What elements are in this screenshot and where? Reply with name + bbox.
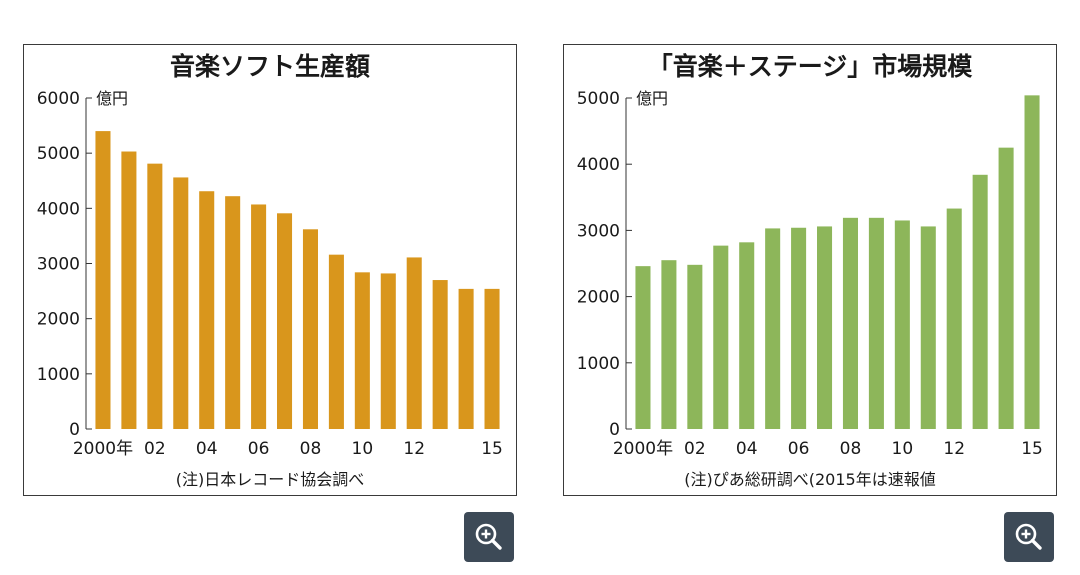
y-tick-label: 2000	[577, 288, 620, 308]
bar	[225, 196, 241, 429]
music-software-production-chart: 音楽ソフト生産額 億円 (注)日本レコード協会調べ 0 1000 2000 3000 4…	[37, 52, 503, 489]
x-tick-label: 06	[248, 439, 270, 459]
bar	[713, 245, 729, 429]
x-tick-label: 06	[788, 439, 810, 459]
bar	[1024, 95, 1040, 430]
bar	[406, 257, 422, 429]
y-tick-label: 2000	[37, 310, 80, 330]
x-tick-label: 12	[943, 439, 965, 459]
right-chart-panel: 「音楽＋ステージ」市場規模 億円 (注)ぴあ総研調べ(2015年は速報値 0 10…	[563, 44, 1057, 496]
bar	[739, 242, 755, 429]
music-stage-market-chart: 「音楽＋ステージ」市場規模 億円 (注)ぴあ総研調べ(2015年は速報値 0 10…	[577, 52, 1043, 489]
chart-title: 「音楽＋ステージ」市場規模	[648, 52, 974, 81]
bar	[302, 229, 318, 429]
bar	[998, 147, 1014, 429]
y-tick-label: 3000	[577, 221, 620, 241]
x-tick-label: 08	[840, 439, 862, 459]
zoom-in-button[interactable]	[1004, 512, 1054, 562]
zoom-in-button[interactable]	[464, 512, 514, 562]
bar	[277, 213, 293, 429]
y-tick-label: 0	[69, 420, 80, 440]
bar	[328, 254, 344, 429]
bar	[484, 288, 500, 429]
chart-title: 音楽ソフト生産額	[170, 52, 370, 81]
x-tick-label: 10	[352, 439, 374, 459]
bar	[842, 217, 858, 429]
x-tick-label: 04	[736, 439, 758, 459]
y-tick-label: 0	[609, 420, 620, 440]
zoom-in-icon	[1015, 523, 1042, 550]
unit-label: 億円	[636, 89, 668, 108]
y-tick-label: 1000	[577, 354, 620, 374]
x-tick-label: 2000年	[73, 439, 133, 459]
x-tick-label: 04	[196, 439, 218, 459]
bar	[199, 191, 215, 429]
bar	[251, 204, 267, 429]
y-tick-label: 1000	[37, 365, 80, 385]
unit-label: 億円	[96, 89, 128, 108]
bar	[920, 226, 936, 429]
bar	[458, 288, 474, 429]
bar	[894, 220, 910, 429]
bar	[946, 208, 962, 429]
bar	[432, 280, 448, 429]
bar	[791, 227, 807, 429]
zoom-in-icon	[475, 523, 502, 550]
x-tick-label: 12	[403, 439, 425, 459]
x-tick-label: 2000年	[613, 439, 673, 459]
bar	[661, 260, 677, 429]
x-tick-label: 15	[481, 439, 503, 459]
x-tick-label: 10	[892, 439, 914, 459]
bar	[972, 174, 988, 429]
y-tick-label: 5000	[37, 144, 80, 164]
x-tick-label: 15	[1021, 439, 1043, 459]
y-tick-label: 5000	[577, 89, 620, 109]
bar	[765, 228, 781, 429]
source-note: (注)ぴあ総研調べ(2015年は速報値	[684, 470, 935, 489]
y-tick-label: 4000	[577, 155, 620, 175]
bar	[817, 226, 833, 429]
x-tick-label: 02	[144, 439, 166, 459]
bar	[380, 273, 396, 429]
bar	[354, 272, 370, 429]
bar	[147, 163, 163, 430]
bar	[173, 177, 189, 429]
left-chart-panel: 音楽ソフト生産額 億円 (注)日本レコード協会調べ 0 1000 2000 3000 4…	[23, 44, 517, 496]
x-tick-label: 02	[684, 439, 706, 459]
bar	[868, 217, 884, 429]
y-tick-label: 3000	[37, 255, 80, 275]
bar	[95, 131, 111, 429]
source-note: (注)日本レコード協会調べ	[176, 470, 365, 489]
x-tick-label: 08	[300, 439, 322, 459]
bar	[687, 264, 703, 429]
bar	[635, 266, 651, 429]
y-tick-label: 6000	[37, 89, 80, 109]
y-tick-label: 4000	[37, 199, 80, 219]
bar	[121, 151, 137, 429]
